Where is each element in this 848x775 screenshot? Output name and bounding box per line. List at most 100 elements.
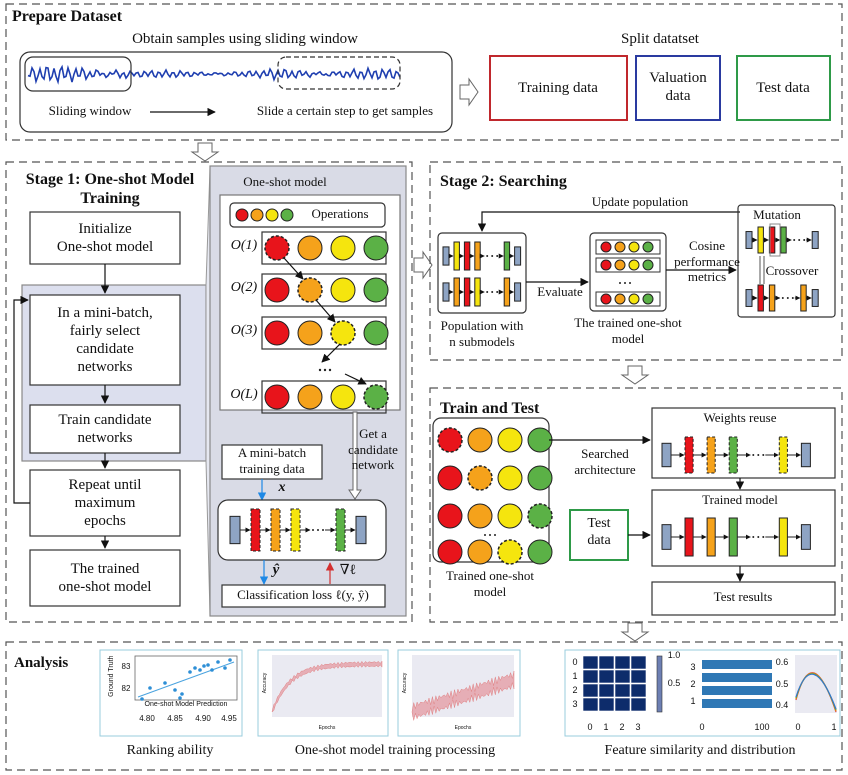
op-circle [527, 539, 553, 565]
scatter-point [178, 696, 182, 700]
ellipsis-dot [322, 529, 324, 531]
layer-row [595, 257, 661, 273]
text-line: In a mini-batch, [57, 305, 153, 321]
feature-bar [702, 699, 772, 708]
op-circle [467, 465, 493, 491]
heatmap-cell [630, 669, 647, 684]
stage1-section [5, 161, 413, 623]
ellipsis-dot [312, 529, 314, 531]
heatmap-cell [598, 669, 615, 684]
op-circle [363, 235, 389, 261]
ellipsis-dot [491, 255, 494, 257]
heatmap-cell [614, 655, 631, 670]
label: O(3) [230, 323, 258, 338]
ellipsis-dot [486, 291, 489, 293]
ellipsis-dot [317, 529, 319, 531]
label: O(1) [230, 238, 258, 253]
op-circle [330, 320, 356, 346]
chart-frame [99, 649, 243, 737]
layer-block [778, 436, 788, 474]
label: 4.80 [139, 714, 155, 723]
weights-box [651, 407, 836, 479]
plot-area [134, 655, 238, 701]
label: Population with n submodels [441, 318, 524, 349]
label: Repeat until maximum epochs [69, 476, 142, 530]
op-circle [297, 320, 323, 346]
text-line: Test [587, 516, 611, 531]
op-circle [497, 465, 523, 491]
label: Sliding window [48, 103, 132, 118]
label: Update population [591, 194, 689, 209]
label: Cosine performance metrics [674, 238, 740, 285]
signal-panel [19, 51, 453, 133]
ellipsis-dot [486, 255, 489, 257]
op-circle [467, 539, 493, 565]
text-line: Initialize [78, 221, 132, 237]
split-box [736, 55, 831, 121]
label: 0.5 [667, 678, 681, 688]
op-circle [628, 259, 640, 271]
trained-box [589, 232, 667, 312]
scatter-point [206, 663, 210, 667]
mutation-highlight [769, 223, 781, 257]
label: The trained one-shot model [59, 560, 152, 596]
hollow-arrow [620, 622, 650, 642]
label: 1 [572, 671, 578, 681]
text-line: networks [77, 430, 133, 446]
op-circle [235, 208, 249, 222]
label: Test results [713, 589, 773, 604]
op-circle [330, 384, 356, 410]
label: O(2) [230, 280, 258, 295]
op-circle [264, 277, 290, 303]
path-arrow [283, 257, 304, 280]
text-line: Repeat until [68, 477, 142, 493]
label: One-shot model training processing [294, 743, 496, 758]
loop-arrow [13, 295, 30, 504]
label: Stage 2: Searching [440, 173, 567, 190]
label: Prepare Dataset [12, 8, 123, 25]
op-circle [628, 293, 640, 305]
operations-box [229, 202, 386, 228]
text-line: A mini-batch [237, 445, 307, 460]
step-box [29, 294, 181, 386]
heatmap-cell [582, 669, 599, 684]
ellipsis-dot [484, 534, 486, 536]
scatter-point [148, 686, 152, 690]
label: Trained model [702, 492, 778, 507]
ellipsis-dot [323, 368, 327, 372]
window-next [277, 56, 401, 90]
step-box [29, 404, 181, 454]
op-circle [527, 465, 553, 491]
analysis-section [5, 641, 843, 771]
layer-block [800, 524, 811, 550]
split-box [635, 55, 721, 121]
ellipsis-dot [328, 368, 332, 372]
label: 2 [690, 679, 696, 689]
op-circle [497, 427, 523, 453]
hollow-arrow [459, 77, 479, 107]
op-circle [642, 259, 654, 271]
label: Epochs [318, 725, 336, 731]
scatter-point [163, 681, 167, 685]
layer-block [811, 289, 819, 307]
op-circle [280, 208, 294, 222]
scatter-point [198, 668, 202, 672]
label: 3 [635, 722, 641, 732]
op-circle [330, 277, 356, 303]
label: 0 [572, 657, 578, 667]
hollow-arrow [348, 411, 362, 500]
op-circle [642, 293, 654, 305]
label: Accuracy [402, 672, 408, 694]
ellipsis-dot [757, 454, 760, 456]
label: 100 [754, 722, 770, 732]
text-line: maximum [74, 495, 136, 511]
op-circle [600, 259, 612, 271]
op-circle [363, 384, 389, 410]
ellipsis-dot [781, 297, 784, 299]
label: 4.85 [167, 714, 183, 723]
label: Classification loss ℓ(y, ŷ) [237, 587, 369, 602]
ellipsis-dot [798, 239, 801, 241]
evolution-box [737, 204, 836, 318]
layer-block [800, 442, 811, 468]
